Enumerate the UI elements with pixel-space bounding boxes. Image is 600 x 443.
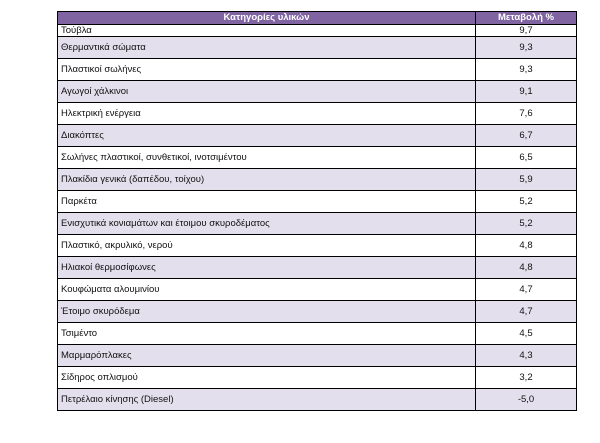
category-cell: Πετρέλαιο κίνησης (Diesel): [57, 388, 476, 411]
category-cell: Σίδηρος οπλισμού: [57, 366, 476, 389]
change-cell: 4,8: [475, 234, 577, 257]
change-cell: 9,1: [475, 80, 577, 103]
category-cell: Διακόπτες: [57, 124, 476, 147]
change-cell: 4,7: [475, 278, 577, 301]
table-row: Πετρέλαιο κίνησης (Diesel) -5,0: [57, 388, 577, 411]
change-cell: 6,5: [475, 146, 577, 169]
change-cell: 4,3: [475, 344, 577, 367]
category-cell: Έτοιμο σκυρόδεμα: [57, 300, 476, 323]
materials-table-container: Κατηγορίες υλικών Μεταβολή % Τούβλα 9,7 Θε…: [57, 11, 577, 411]
category-cell: Σωλήνες πλαστικοί, συνθετικοί, ινοτσιμέν…: [57, 146, 476, 169]
category-cell: Ηλεκτρική ενέργεια: [57, 102, 476, 125]
category-cell: Ενισχυτικά κονιαμάτων και έτοιμου σκυροδ…: [57, 212, 476, 235]
change-cell: 4,5: [475, 322, 577, 345]
table-row: Ηλιακοί θερμοσίφωνες 4,8: [57, 256, 577, 279]
header-change: Μεταβολή %: [475, 11, 577, 25]
category-cell: Αγωγοί χάλκινοι: [57, 80, 476, 103]
category-cell: Θερμαντικά σώματα: [57, 36, 476, 59]
category-cell: Πλακίδια γενικά (δαπέδου, τοίχου): [57, 168, 476, 191]
change-cell: 9,3: [475, 58, 577, 81]
table-row: Μαρμαρόπλακες 4,3: [57, 344, 577, 367]
table-row: Σωλήνες πλαστικοί, συνθετικοί, ινοτσιμέν…: [57, 146, 577, 169]
table-row: Θερμαντικά σώματα 9,3: [57, 36, 577, 59]
table-header-row: Κατηγορίες υλικών Μεταβολή %: [57, 11, 577, 25]
category-cell: Ηλιακοί θερμοσίφωνες: [57, 256, 476, 279]
change-cell: 4,8: [475, 256, 577, 279]
change-cell: 5,2: [475, 212, 577, 235]
table-row: Σίδηρος οπλισμού 3,2: [57, 366, 577, 389]
category-cell: Πλαστικοί σωλήνες: [57, 58, 476, 81]
table-row: Τσιμέντο 4,5: [57, 322, 577, 345]
change-cell: -5,0: [475, 388, 577, 411]
change-cell: 3,2: [475, 366, 577, 389]
table-row: Παρκέτα 5,2: [57, 190, 577, 213]
change-cell: 6,7: [475, 124, 577, 147]
category-cell: Τούβλα: [57, 24, 476, 37]
change-cell: 5,9: [475, 168, 577, 191]
change-cell: 9,3: [475, 36, 577, 59]
table-row: Ενισχυτικά κονιαμάτων και έτοιμου σκυροδ…: [57, 212, 577, 235]
table-row: Ηλεκτρική ενέργεια 7,6: [57, 102, 577, 125]
change-cell: 9,7: [475, 24, 577, 37]
category-cell: Κουφώματα αλουμινίου: [57, 278, 476, 301]
change-cell: 5,2: [475, 190, 577, 213]
table-row: Τούβλα 9,7: [57, 24, 577, 37]
table-row: Κουφώματα αλουμινίου 4,7: [57, 278, 577, 301]
table-row: Πλακίδια γενικά (δαπέδου, τοίχου) 5,9: [57, 168, 577, 191]
table-row: Αγωγοί χάλκινοι 9,1: [57, 80, 577, 103]
table-body: Τούβλα 9,7 Θερμαντικά σώματα 9,3 Πλαστικοί σ…: [57, 24, 577, 411]
table-row: Πλαστικό, ακρυλικό, νερού 4,8: [57, 234, 577, 257]
materials-price-change-table: Κατηγορίες υλικών Μεταβολή % Τούβλα 9,7 Θε…: [57, 11, 577, 411]
category-cell: Παρκέτα: [57, 190, 476, 213]
table-row: Διακόπτες 6,7: [57, 124, 577, 147]
category-cell: Πλαστικό, ακρυλικό, νερού: [57, 234, 476, 257]
table-row: Έτοιμο σκυρόδεμα 4,7: [57, 300, 577, 323]
change-cell: 4,7: [475, 300, 577, 323]
table-row: Πλαστικοί σωλήνες 9,3: [57, 58, 577, 81]
category-cell: Μαρμαρόπλακες: [57, 344, 476, 367]
header-category: Κατηγορίες υλικών: [57, 11, 476, 25]
change-cell: 7,6: [475, 102, 577, 125]
category-cell: Τσιμέντο: [57, 322, 476, 345]
